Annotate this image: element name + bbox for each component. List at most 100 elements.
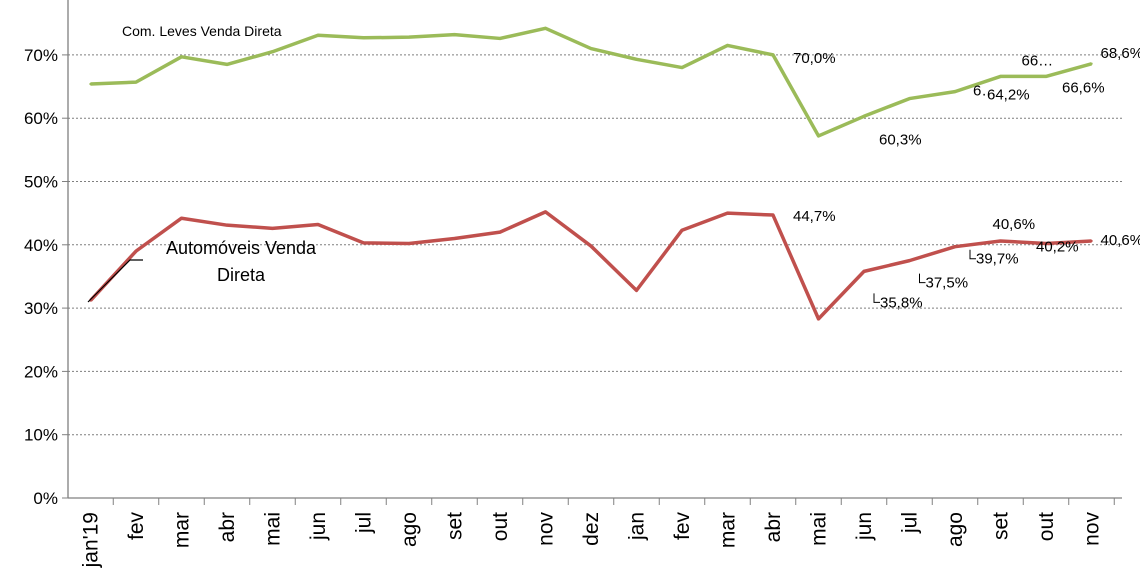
data-label: 44,7% bbox=[793, 208, 836, 225]
data-point bbox=[453, 237, 456, 240]
data-point bbox=[362, 241, 365, 245]
data-label: 68,6% bbox=[1101, 45, 1140, 62]
data-point bbox=[1044, 242, 1048, 245]
y-tick-label: 30% bbox=[24, 299, 58, 318]
x-tick-label: set bbox=[444, 512, 467, 540]
label-leader bbox=[969, 249, 976, 260]
data-point bbox=[953, 90, 957, 93]
y-tick-label: 60% bbox=[24, 109, 58, 128]
data-point bbox=[999, 75, 1002, 78]
data-point bbox=[544, 210, 547, 214]
data-point bbox=[908, 97, 911, 100]
x-tick-label: jan bbox=[626, 512, 649, 541]
data-label: 40,2% bbox=[1036, 239, 1079, 256]
data-point bbox=[407, 35, 411, 39]
data-label: 35,8% bbox=[880, 294, 923, 311]
data-point bbox=[498, 37, 502, 40]
y-tick-label: 0% bbox=[33, 489, 58, 508]
y-tick-label: 50% bbox=[24, 173, 58, 192]
data-label: 39,7% bbox=[976, 251, 1019, 268]
data-label: 40,6% bbox=[1101, 232, 1140, 249]
x-tick-label: jan'19 bbox=[80, 512, 103, 568]
data-point bbox=[544, 27, 547, 30]
data-label: 64,2% bbox=[987, 87, 1030, 104]
x-tick-label: abr bbox=[216, 512, 239, 542]
leader-line bbox=[87, 259, 143, 303]
data-point bbox=[407, 242, 411, 245]
data-point bbox=[635, 58, 638, 61]
data-point bbox=[89, 82, 92, 86]
series-lines bbox=[89, 26, 1093, 321]
data-point bbox=[271, 227, 274, 230]
data-point bbox=[817, 134, 820, 138]
data-point bbox=[180, 55, 183, 58]
data-point bbox=[726, 211, 729, 215]
x-tick-label: nov bbox=[1081, 512, 1104, 546]
data-point bbox=[1090, 239, 1093, 243]
x-tick-label: out bbox=[1035, 512, 1058, 541]
data-label: 40,6% bbox=[993, 216, 1036, 233]
x-tick-label: out bbox=[489, 512, 512, 541]
data-point bbox=[680, 66, 684, 69]
axes: 0%10%20%30%40%50%60%70%jan'19 fev mar abr ma… bbox=[24, 0, 1122, 568]
x-tick-label: abr bbox=[762, 512, 785, 542]
x-tick-label: mar bbox=[171, 512, 194, 548]
data-point bbox=[635, 289, 638, 292]
series-label-automoveis: Automóveis Venda Direta bbox=[166, 238, 317, 285]
data-label: 6… bbox=[973, 83, 996, 100]
data-label: 66… bbox=[1022, 52, 1054, 69]
data-label: 66,6% bbox=[1062, 79, 1105, 96]
data-point bbox=[953, 245, 957, 248]
data-point bbox=[180, 217, 183, 220]
data-point bbox=[134, 249, 138, 253]
data-point bbox=[817, 317, 820, 321]
x-tick-label: mai bbox=[262, 512, 285, 546]
data-point bbox=[316, 223, 320, 226]
x-tick-label: jul bbox=[353, 512, 376, 534]
data-point bbox=[1044, 75, 1048, 78]
data-point bbox=[862, 115, 866, 118]
data-label: 37,5% bbox=[926, 275, 969, 292]
data-labels: Com. Leves Venda Direta Automóveis Venda D… bbox=[87, 23, 1140, 311]
data-point bbox=[225, 223, 229, 227]
data-point bbox=[498, 230, 502, 234]
data-point bbox=[771, 53, 775, 57]
data-point bbox=[771, 213, 775, 217]
x-tick-label: jun bbox=[853, 512, 876, 541]
data-point bbox=[589, 47, 593, 50]
data-point bbox=[908, 259, 911, 262]
series-label-com-leves: Com. Leves Venda Direta bbox=[122, 23, 282, 39]
x-tick-label: ago bbox=[398, 512, 421, 547]
data-point bbox=[680, 229, 684, 232]
data-point bbox=[362, 36, 365, 40]
data-point bbox=[1090, 62, 1093, 65]
x-tick-label: nov bbox=[535, 512, 558, 546]
x-tick-label: jun bbox=[307, 512, 330, 541]
data-point bbox=[453, 33, 456, 36]
data-point bbox=[316, 34, 320, 37]
data-label: 70,0% bbox=[793, 50, 836, 67]
y-tick-label: 40% bbox=[24, 236, 58, 255]
data-point bbox=[225, 63, 229, 66]
data-point bbox=[134, 80, 138, 84]
x-tick-label: fev bbox=[671, 512, 694, 541]
data-point bbox=[862, 270, 866, 273]
x-tick-label: mai bbox=[808, 512, 831, 546]
x-tick-label: ago bbox=[944, 512, 967, 547]
data-label: 60,3% bbox=[879, 131, 922, 148]
label-leader bbox=[919, 273, 926, 284]
data-point bbox=[999, 239, 1002, 243]
x-tick-label: set bbox=[990, 512, 1013, 540]
y-tick-label: 10% bbox=[24, 426, 58, 445]
x-tick-label: fev bbox=[125, 512, 148, 541]
y-tick-label: 70% bbox=[24, 46, 58, 65]
data-point bbox=[271, 50, 274, 53]
data-point bbox=[726, 44, 729, 47]
y-tick-label: 20% bbox=[24, 362, 58, 381]
series-line-0 bbox=[90, 26, 1092, 138]
label-leader bbox=[873, 293, 880, 303]
data-point bbox=[589, 244, 593, 248]
x-tick-label: jul bbox=[899, 512, 922, 534]
x-tick-label: dez bbox=[580, 512, 603, 546]
